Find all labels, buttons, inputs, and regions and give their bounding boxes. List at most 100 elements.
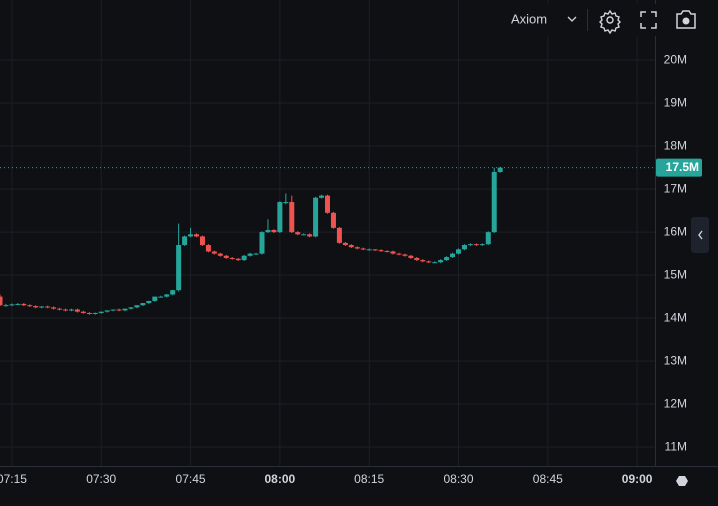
candle-body [146,300,152,304]
candle-body [497,167,503,172]
candle-body [307,234,313,237]
candle-body [152,296,158,301]
candle-body [408,255,414,258]
toolbar-label[interactable]: Axiom [511,11,547,26]
candle-body [110,309,116,311]
candle-body [479,244,485,246]
candle-body [9,304,15,306]
candle-body [217,253,223,256]
candle-body [485,232,491,245]
candle-body [384,251,390,253]
candle-body [491,171,497,233]
candle-body [104,310,110,312]
candle-body [235,258,241,261]
settings-hexagon[interactable] [676,476,688,486]
candle-body [134,305,140,308]
candle-body [444,257,450,261]
candle-body [253,253,259,255]
candle-body [199,236,205,246]
candle-body [98,311,104,313]
axes: 11M 12M 13M 14M 15M 16M 17M 18M 19M 20M 07:15 07:30… [0,52,702,486]
candle-body [122,308,128,311]
candle-body [402,254,408,256]
candle-body [390,251,396,254]
candle-body [378,250,384,252]
y-tick-label: 11M [665,439,687,453]
candle-body [330,212,336,228]
candle-body [0,296,3,306]
candle-body [80,311,86,313]
y-tick-label: 20M [664,52,687,66]
fullscreen-icon[interactable] [640,11,657,29]
candle-body [461,245,467,250]
candles [0,166,655,315]
candle-body [39,306,45,308]
candle-body [438,260,444,263]
candle-body [27,305,33,307]
last-price-badge [656,158,702,177]
candle-body [229,257,235,259]
candle-body [116,309,122,311]
candle-body [158,296,164,298]
y-tick-label: 16M [664,224,687,238]
candle-body [188,234,194,237]
candle-body [319,195,325,198]
candle-body [3,305,9,307]
candle-body [259,232,265,254]
y-tick-label: 13M [664,353,687,367]
x-tick-label: 08:45 [533,472,563,486]
candle-body [51,307,57,309]
last-price-label: 17.5M [666,160,699,174]
candle-body [194,234,199,237]
candle-body [336,227,342,243]
candle-body [360,248,366,250]
x-tick-label: 07:30 [86,472,116,486]
candle-body [354,247,360,249]
candle-body [277,202,283,233]
candle-body [241,255,247,261]
candle-body [420,260,426,262]
candle-body [92,312,98,314]
candle-body [271,229,277,233]
candle-body [372,249,378,251]
candle-body [223,255,229,258]
candle-body [295,232,301,235]
x-tick-label: 08:15 [354,472,384,486]
candle-body [467,244,473,246]
candle-body [211,251,217,254]
candle-body [247,253,253,256]
candle-body [21,303,27,306]
candle-body [456,249,461,254]
candle-body [396,253,402,255]
y-tick-label: 12M [664,396,687,410]
candle-body [426,261,432,263]
y-tick-label: 14M [664,310,687,324]
candle-body [205,245,211,252]
candle-body [473,244,479,246]
collapse-tab[interactable] [691,217,709,253]
candle-body [68,309,74,311]
candle-body [57,308,63,310]
y-tick-label: 19M [664,95,687,109]
candle-body [140,303,146,306]
candle-body [414,257,420,261]
candle-body [289,202,295,233]
x-tick-label: 07:45 [176,472,206,486]
chevron[interactable] [567,16,577,22]
candle-body [342,242,348,246]
settings-icon[interactable] [599,9,621,35]
candle-body [348,245,354,248]
candle-body [313,197,319,237]
candle-body [366,249,372,251]
candle-body [45,306,51,308]
candle-body [63,309,68,311]
x-tick-label: 09:00 [622,472,653,486]
camera-icon[interactable] [676,10,696,29]
candle-body [74,309,80,312]
candle-body [15,303,21,305]
candle-body [33,306,39,308]
candle-body [176,245,182,291]
toolbar [490,4,718,36]
